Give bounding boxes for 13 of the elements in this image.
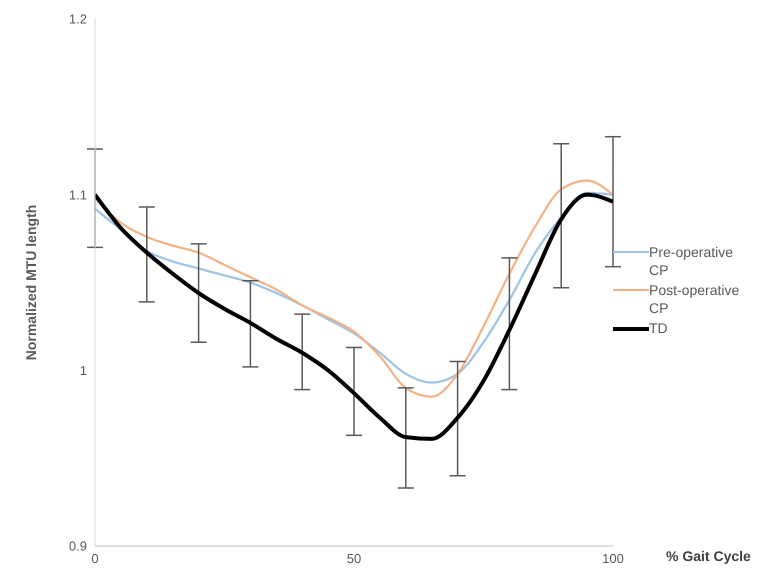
- legend-label: TD: [649, 318, 669, 336]
- legend-label: Post-operative CP: [649, 280, 740, 316]
- y-axis-title: Normalized MTU length: [22, 204, 39, 360]
- legend-label: Pre-operative CP: [649, 242, 734, 278]
- x-tick-label: 50: [346, 551, 362, 566]
- y-tick-label: 1.1: [68, 187, 87, 202]
- x-tick-label: 0: [91, 551, 99, 566]
- y-tick-label: 1.2: [68, 12, 87, 27]
- x-tick-label: 100: [602, 551, 624, 566]
- y-tick-label: 1: [80, 362, 87, 378]
- line-series: [95, 192, 613, 441]
- y-tick-label: 0.9: [68, 538, 87, 554]
- x-axis-title: % Gait Cycle: [666, 548, 751, 564]
